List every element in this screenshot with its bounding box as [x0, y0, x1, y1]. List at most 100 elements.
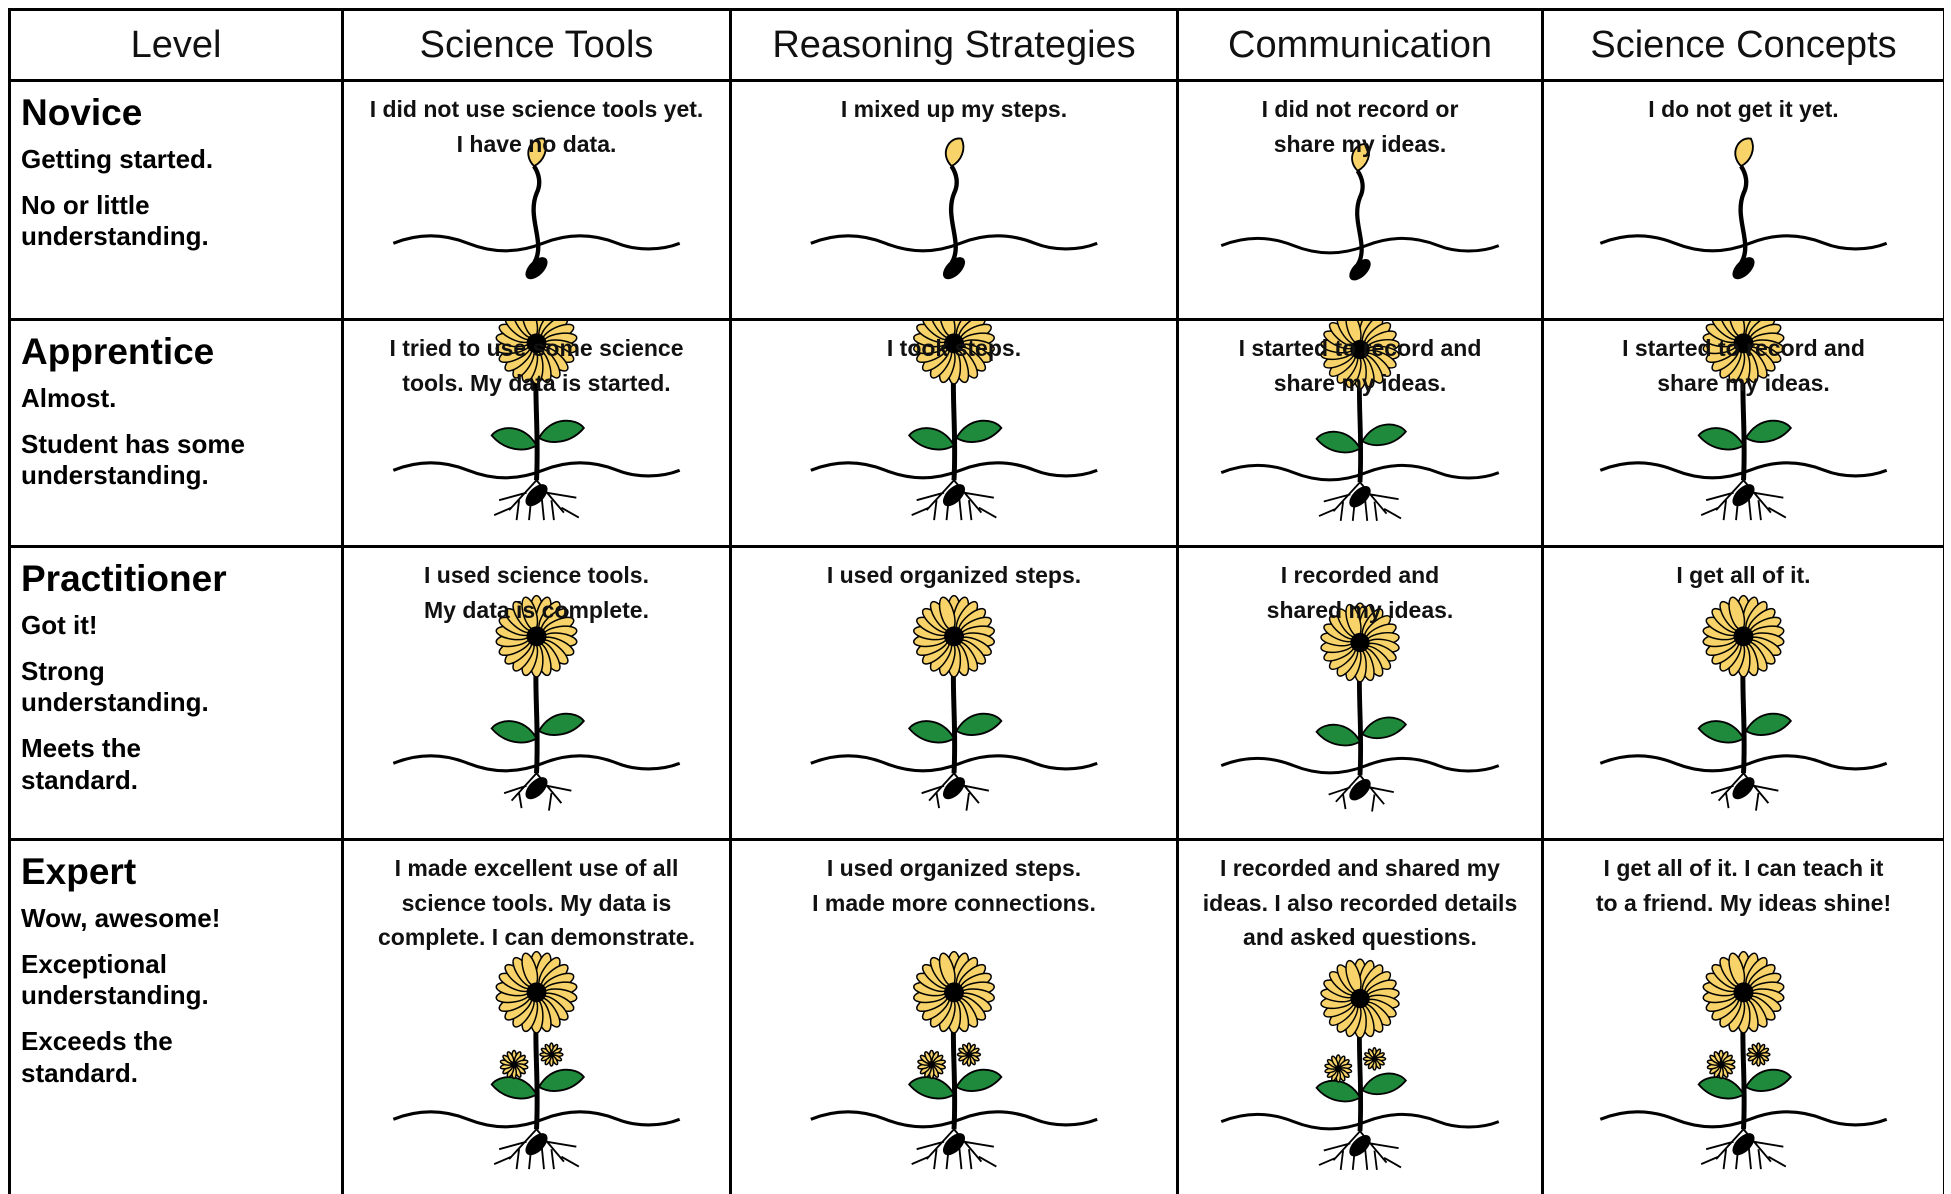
bud-center: [1755, 1051, 1762, 1058]
sprout-stem: [1355, 169, 1365, 267]
level-descriptor: Exceeds the standard.: [21, 1026, 341, 1089]
flower-center: [1733, 982, 1754, 1003]
leaf: [1315, 430, 1362, 454]
cell-line: to a friend. My ideas shine!: [1595, 889, 1892, 916]
cell-line: I get all of it.: [1676, 562, 1811, 588]
leaf: [1697, 1076, 1745, 1100]
bud-center: [1717, 1061, 1725, 1068]
seed: [942, 777, 966, 800]
sprout-leaf: [944, 137, 965, 168]
leaf: [1744, 712, 1793, 736]
bud-center: [928, 1061, 936, 1068]
level-cell: Expert Wow, awesome! Exceptional understand…: [11, 841, 341, 1194]
cell-line: I do not get it yet.: [1648, 96, 1839, 122]
cell-line: I used science tools.: [424, 562, 649, 588]
rubric-cell: I took steps.: [732, 321, 1176, 545]
roots: [1318, 1130, 1402, 1170]
rubric-cell: I started to record and share my ideas.: [1179, 321, 1541, 545]
bud-center: [1371, 1056, 1378, 1062]
leaf: [1744, 419, 1793, 443]
descriptor-line: understanding.: [21, 980, 209, 1011]
cell-text: I recorded and shared my ideas. I also re…: [1179, 841, 1541, 955]
ground-line: [810, 234, 1098, 253]
level-descriptor: Getting started.: [21, 144, 341, 176]
growth-illustration: [1599, 137, 1888, 280]
cell-text: I used organized steps. I made more conne…: [732, 841, 1176, 920]
leaf: [955, 712, 1003, 736]
rubric-cell: I used science tools. My data is complete…: [344, 548, 729, 838]
seed: [942, 484, 966, 507]
rubric-cell: I made excellent use of all science tools…: [344, 841, 729, 1194]
roots: [1318, 481, 1402, 521]
seed: [1349, 1135, 1371, 1157]
column-header: Level: [11, 11, 341, 79]
growth-illustration: [392, 950, 681, 1170]
column-header: Science Concepts: [1544, 11, 1943, 79]
roots: [1710, 772, 1779, 811]
growth-illustration: [1599, 594, 1888, 811]
leaf: [907, 720, 956, 744]
descriptor-line: understanding.: [21, 460, 209, 491]
flower-center: [1350, 339, 1370, 360]
leaf: [1697, 427, 1745, 451]
leaf: [1361, 1072, 1408, 1096]
cell-line: I mixed up my steps.: [840, 96, 1068, 122]
cell-line: complete. I can demonstrate.: [378, 924, 695, 950]
column-header: Reasoning Strategies: [732, 11, 1176, 79]
descriptor-line: Strong: [21, 655, 105, 686]
rubric-cell: I mixed up my steps.: [732, 82, 1176, 318]
cell-text: I get all of it.: [1544, 548, 1943, 593]
bud-center: [548, 1051, 555, 1058]
leaf: [490, 1076, 538, 1100]
cell-line: I did not use science tools yet.: [369, 96, 704, 122]
growth-illustration: [810, 950, 1098, 1170]
level-descriptor: Wow, awesome!: [21, 903, 341, 935]
leaf: [1315, 723, 1362, 747]
ground-line: [1220, 463, 1500, 482]
cell-line: My data is complete.: [424, 596, 649, 623]
cell-line: tools. My data is started.: [402, 369, 671, 396]
flower-center: [1350, 632, 1370, 653]
cell-line: I took steps.: [886, 335, 1022, 361]
rubric-cell: I do not get it yet.: [1544, 82, 1943, 318]
ground-line: [392, 1110, 681, 1129]
bud-center: [966, 1051, 972, 1058]
level-descriptor: Got it!: [21, 610, 341, 642]
sprout-leaf: [527, 137, 547, 168]
roots: [1700, 1128, 1787, 1170]
flower-center: [1733, 626, 1754, 647]
level-cell: Novice Getting started. No or little unders…: [11, 82, 341, 318]
leaf: [1315, 1079, 1362, 1103]
cell-line: ideas. I also recorded details: [1202, 889, 1518, 916]
level-name: Expert: [21, 851, 137, 892]
level-cell: Apprentice Almost. Student has some underst…: [11, 321, 341, 545]
growth-illustration: [810, 594, 1098, 811]
cell-line: share my ideas.: [1273, 369, 1447, 396]
flower-center: [944, 333, 964, 354]
roots: [1328, 774, 1394, 812]
level-descriptor: Almost.: [21, 383, 341, 415]
sprout-stem: [948, 164, 959, 265]
leaf: [907, 427, 956, 451]
ground-line: [1220, 1112, 1500, 1131]
level-descriptor: Student has some understanding.: [21, 429, 341, 492]
cell-line: I tried to use some science: [389, 335, 684, 361]
cell-line: I have no data.: [456, 130, 617, 157]
roots: [503, 772, 572, 811]
cell-text: I took steps.: [732, 321, 1176, 366]
rubric-cell: I recorded and shared my ideas.: [1179, 548, 1541, 838]
cell-text: I did not use science tools yet. I have n…: [344, 82, 729, 161]
column-header: Science Tools: [344, 11, 729, 79]
seed: [942, 257, 966, 280]
cell-text: I used organized steps.: [732, 548, 1176, 593]
leaf: [537, 712, 586, 736]
bud-center: [1334, 1065, 1342, 1072]
cell-text: I started to record and share my ideas.: [1179, 321, 1541, 400]
cell-line: I recorded and: [1280, 562, 1440, 588]
ground-line: [392, 754, 681, 773]
roots: [1700, 479, 1787, 521]
flower-center: [944, 982, 964, 1003]
ground-line: [1599, 754, 1888, 773]
